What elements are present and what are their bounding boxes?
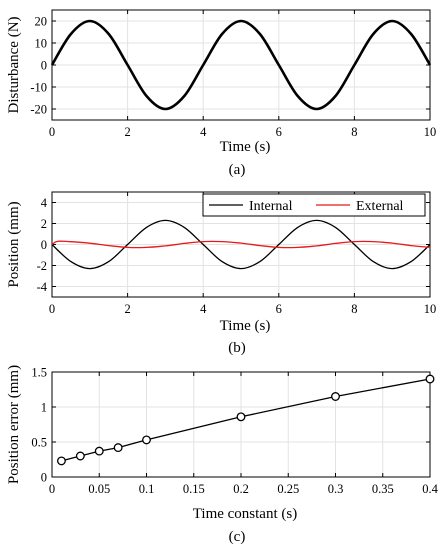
y-tick-label: -2 [37, 259, 47, 273]
series-line-internal [51, 219, 431, 270]
legend-label: External [356, 199, 404, 214]
y-tick-label: -10 [30, 81, 47, 95]
legend-label: Internal [249, 199, 293, 214]
data-point-marker [236, 412, 246, 422]
x-tick-label: 8 [351, 125, 357, 139]
panel-label: (c) [229, 529, 246, 545]
data-point-marker [75, 451, 85, 461]
x-tick-label: 0.1 [139, 482, 155, 496]
x-axis-label: Time (s) [220, 318, 271, 334]
y-tick-label: -4 [37, 280, 48, 294]
panel-label: (b) [228, 340, 246, 356]
y-tick-label: 0 [41, 59, 47, 73]
chart-panel-3: 0 0.05 0.1 0.15 0.2 0.25 0.3 0.35 0.4 0 0.5 1 1.5 Tim… [6, 365, 439, 545]
data-point-marker [425, 374, 435, 384]
x-tick-label: 2 [124, 302, 130, 316]
y-tick-label: -20 [30, 103, 47, 117]
y-tick-label: 0.5 [31, 436, 47, 450]
data-point-marker [142, 435, 151, 445]
chart-panel-2: 0 2 4 6 8 10 -4 -2 0 2 4 Internal External Time (s) Po… [6, 191, 437, 356]
x-tick-label: 0.05 [88, 482, 110, 496]
legend: Internal External [202, 193, 426, 217]
y-tick-label: 4 [41, 196, 48, 210]
x-tick-label: 0.25 [277, 482, 299, 496]
y-tick-label: 0 [41, 238, 47, 252]
legend-box [202, 193, 426, 217]
y-axis-label: Position (mm) [6, 201, 22, 287]
series-line-1 [50, 19, 432, 111]
data-point-marker [331, 392, 340, 401]
series-line-external [51, 240, 431, 249]
x-tick-label: 0 [49, 125, 55, 139]
x-tick-label: 2 [124, 125, 130, 139]
y-tick-label: 1 [41, 401, 47, 415]
x-tick-label: 6 [276, 302, 282, 316]
y-tick-label: 20 [35, 15, 48, 29]
x-tick-label: 0.3 [328, 482, 344, 496]
y-tick-label: 0 [41, 471, 47, 485]
data-point-marker [94, 446, 104, 456]
x-tick-label: 0.4 [422, 482, 438, 496]
data-point-marker [57, 456, 66, 466]
chart-panel-1: 0 2 4 6 8 10 -20 -10 0 10 20 Time (s) Disturbance (N… [6, 9, 437, 178]
x-tick-label: 4 [200, 302, 207, 316]
x-tick-label: 0.35 [372, 482, 394, 496]
x-tick-label: 4 [200, 125, 207, 139]
panel-label: (a) [229, 162, 246, 178]
x-tick-label: 6 [276, 125, 282, 139]
y-tick-label: 2 [41, 217, 47, 231]
x-tick-label: 0 [49, 482, 55, 496]
y-tick-label: 10 [35, 37, 48, 51]
x-tick-label: 10 [424, 125, 437, 139]
y-axis-label: Disturbance (N) [6, 16, 22, 113]
x-axis-label: Time (s) [220, 139, 271, 155]
x-tick-label: 0.15 [183, 482, 205, 496]
y-tick-label: 1.5 [31, 366, 47, 380]
y-axis-label: Position error (mm) [6, 365, 22, 484]
x-tick-label: 10 [424, 302, 437, 316]
x-tick-label: 0 [49, 302, 55, 316]
data-point-marker [113, 443, 123, 453]
x-axis-label: Time constant (s) [193, 506, 297, 522]
x-tick-label: 8 [351, 302, 357, 316]
x-tick-label: 0.2 [233, 482, 249, 496]
